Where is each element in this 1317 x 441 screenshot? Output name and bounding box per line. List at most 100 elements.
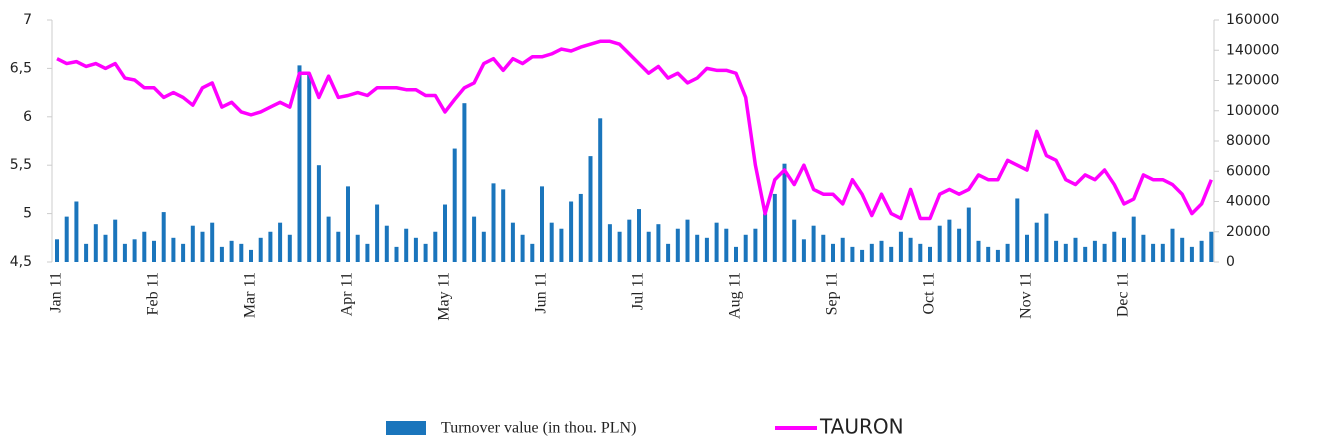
bar xyxy=(530,243,535,262)
bar xyxy=(675,228,680,262)
x-tick-label: Dec 11 xyxy=(1115,272,1132,317)
bar xyxy=(171,237,176,262)
bar xyxy=(423,243,428,262)
y-tick-label: 7 xyxy=(23,12,32,28)
bar xyxy=(1170,228,1175,262)
bar xyxy=(811,225,816,262)
bar xyxy=(918,243,923,262)
bar xyxy=(510,222,515,262)
bar xyxy=(346,186,350,262)
bar xyxy=(297,65,302,262)
bar xyxy=(64,216,69,262)
legend-label: Turnover value (in thou. PLN) xyxy=(441,420,636,437)
bar xyxy=(1005,243,1010,262)
bar xyxy=(93,224,98,262)
bar xyxy=(1044,213,1049,262)
bar xyxy=(995,249,1000,262)
bar xyxy=(879,240,884,262)
bar xyxy=(103,234,108,262)
y2-tick-label: 20000 xyxy=(1226,224,1271,240)
bar xyxy=(394,246,399,262)
bar xyxy=(520,234,525,262)
bar xyxy=(1034,222,1039,262)
x-tick-label: Sep 11 xyxy=(824,272,841,315)
bar xyxy=(637,209,641,262)
bar xyxy=(190,225,195,262)
bar xyxy=(559,228,564,262)
bar xyxy=(598,118,603,262)
bar xyxy=(355,234,360,262)
bar xyxy=(462,103,467,262)
bar xyxy=(413,237,418,262)
bar xyxy=(695,234,700,262)
bar xyxy=(1102,243,1107,262)
y-tick-label: 6 xyxy=(23,109,32,125)
bar xyxy=(278,222,283,262)
bar xyxy=(937,225,942,262)
bar xyxy=(229,240,234,262)
bar xyxy=(831,243,835,262)
bar xyxy=(452,148,457,262)
x-tick-label: Apr 11 xyxy=(339,272,356,316)
y2-tick-label: 100000 xyxy=(1226,103,1279,119)
x-tick-label: Jun 11 xyxy=(533,272,550,314)
legend-label: TAURON xyxy=(819,415,904,439)
bar xyxy=(443,204,447,262)
bar xyxy=(549,222,554,262)
y2-tick-label: 60000 xyxy=(1226,163,1271,179)
y2-tick-label: 160000 xyxy=(1226,12,1279,28)
bar xyxy=(782,163,787,262)
bar xyxy=(928,246,932,262)
bar xyxy=(666,243,671,262)
bar xyxy=(1112,231,1117,262)
bar xyxy=(656,224,661,262)
bar xyxy=(472,216,477,262)
x-tick-label: Aug 11 xyxy=(727,272,744,319)
price-line xyxy=(56,39,1213,221)
bar xyxy=(336,231,341,262)
x-tick-label: Oct 11 xyxy=(921,272,938,315)
bar xyxy=(821,234,826,262)
bar xyxy=(316,165,321,262)
legend-swatch xyxy=(386,421,426,435)
bar xyxy=(433,231,438,262)
bar xyxy=(976,240,981,262)
bar xyxy=(1131,216,1136,262)
bar xyxy=(966,207,971,262)
bar xyxy=(404,228,409,262)
bar xyxy=(1083,246,1088,262)
bar xyxy=(753,228,758,262)
x-tick-label: Feb 11 xyxy=(145,272,162,315)
y-tick-label: 4,5 xyxy=(10,254,32,270)
bar xyxy=(1063,243,1068,262)
bar xyxy=(588,156,593,262)
bar xyxy=(84,243,89,262)
bar xyxy=(763,213,768,262)
bar xyxy=(122,243,127,262)
y-tick-label: 5 xyxy=(23,206,32,222)
y2-tick-label: 0 xyxy=(1226,254,1235,270)
bar xyxy=(1025,234,1029,262)
bar xyxy=(1015,198,1020,262)
bar xyxy=(161,212,166,262)
bar xyxy=(249,249,253,262)
bar xyxy=(957,228,962,262)
bar xyxy=(1189,246,1194,262)
bar xyxy=(326,216,331,262)
bar xyxy=(142,231,147,262)
bar xyxy=(113,219,118,262)
bar xyxy=(1092,240,1097,262)
bar xyxy=(908,237,913,262)
bar xyxy=(850,246,855,262)
bar xyxy=(714,222,719,262)
bar xyxy=(646,231,651,262)
bar xyxy=(540,186,544,262)
bar xyxy=(1073,237,1078,262)
bar xyxy=(1151,243,1156,262)
bar xyxy=(617,231,622,262)
bar xyxy=(986,246,991,262)
bar xyxy=(889,246,894,262)
bar xyxy=(152,240,156,262)
x-tick-label: Mar 11 xyxy=(242,272,259,318)
